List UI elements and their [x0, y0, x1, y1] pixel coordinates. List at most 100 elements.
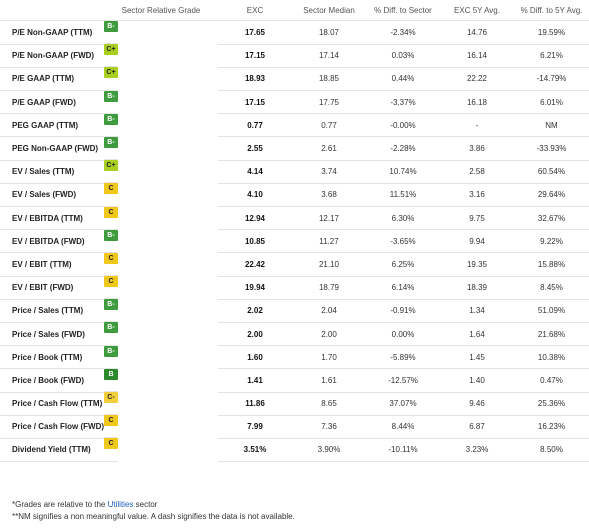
table-row: P/E Non-GAAP (FWD) C+ 17.15 17.14 0.03% 16.14…	[0, 44, 589, 68]
grades-footnote: *Grades are relative to the Utilities se…	[12, 499, 295, 511]
table-row: PEG GAAP (TTM) B-0.77 0.77 -0.00% - NM	[0, 113, 589, 138]
header-sector-grade: Sector Relative Grade	[104, 0, 218, 21]
grade-cell: C	[104, 206, 118, 230]
diff-sector-value: 37.07%	[366, 392, 440, 416]
metric-label: Price / Sales (FWD)	[0, 322, 104, 347]
diff-5y-value: 60.54%	[514, 160, 589, 184]
diff-5y-value: 21.68%	[514, 322, 589, 347]
metric-label: Price / Cash Flow (FWD)	[0, 415, 104, 439]
exc-value: 18.93	[218, 67, 292, 92]
grade-cell: B-	[104, 21, 118, 45]
diff-5y-value: -14.79%	[514, 67, 589, 92]
exc-5y-avg-value: 9.94	[440, 229, 514, 254]
utilities-sector-link[interactable]: Utilities	[107, 500, 134, 509]
table-row: Price / Book (FWD) B 1.41 1.61 -12.57% 1.40 0.…	[0, 368, 589, 393]
grade-badge: C+	[104, 67, 118, 79]
header-exc: EXC	[218, 0, 292, 21]
table-header-row: Sector Relative Grade EXC Sector Median …	[0, 0, 589, 21]
table-row: EV / Sales (FWD) C 4.10 3.68 11.51% 3.16 29.64…	[0, 183, 589, 208]
sector-median-value: 7.36	[292, 415, 366, 439]
metric-label: PEG GAAP (TTM)	[0, 113, 104, 138]
sector-median-value: 17.75	[292, 90, 366, 115]
grade-badge: C	[104, 415, 118, 427]
header-metric	[0, 0, 104, 21]
diff-sector-value: 6.30%	[366, 206, 440, 231]
metric-label: EV / Sales (TTM)	[0, 160, 104, 184]
exc-value: 11.86	[218, 392, 292, 416]
diff-sector-value: 10.74%	[366, 160, 440, 184]
metric-label: EV / EBITDA (FWD)	[0, 229, 104, 254]
sector-median-value: 18.07	[292, 20, 366, 45]
metric-label: Dividend Yield (TTM)	[0, 438, 104, 463]
metric-label: EV / EBIT (TTM)	[0, 252, 104, 277]
grade-cell: B-	[104, 299, 118, 323]
table-row: Price / Sales (TTM) B- 2.02 2.04 -0.91% 1.34 5…	[0, 299, 589, 323]
diff-sector-value: 0.00%	[366, 322, 440, 347]
grade-badge: B-	[104, 21, 118, 32]
grade-cell: C+	[104, 67, 118, 91]
exc-value: 2.02	[218, 299, 292, 323]
metric-label: P/E GAAP (FWD)	[0, 90, 104, 115]
sector-median-value: 11.27	[292, 229, 366, 254]
exc-value: 17.15	[218, 44, 292, 68]
exc-5y-avg-value: 18.39	[440, 276, 514, 300]
diff-sector-value: -2.34%	[366, 20, 440, 45]
exc-5y-avg-value: 1.34	[440, 299, 514, 323]
diff-5y-value: 8.45%	[514, 276, 589, 300]
diff-5y-value: 15.88%	[514, 252, 589, 277]
sector-median-value: 3.68	[292, 183, 366, 208]
table-row: Dividend Yield (TTM) C 3.51% 3.90% -10.11% 3.…	[0, 438, 589, 463]
exc-value: 17.15	[218, 90, 292, 115]
sector-median-value: 21.10	[292, 252, 366, 277]
grade-badge: C+	[104, 160, 118, 172]
exc-5y-avg-value: 3.23%	[440, 438, 514, 463]
table-row: Price / Sales (FWD) B-2.00 2.00 0.00% 1.64 21…	[0, 322, 589, 347]
metric-label: Price / Book (TTM)	[0, 345, 104, 370]
grade-badge: B-	[104, 113, 118, 125]
grade-cell: B-	[104, 90, 118, 114]
diff-5y-value: 0.47%	[514, 368, 589, 393]
table-row: EV / EBITDA (TTM) C 12.94 12.17 6.30% 9.75 32.…	[0, 206, 589, 231]
grade-badge: C	[104, 206, 118, 218]
exc-5y-avg-value: 2.58	[440, 160, 514, 184]
grade-badge: C	[104, 252, 118, 264]
sector-median-value: 3.90%	[292, 438, 366, 463]
diff-sector-value: -10.11%	[366, 438, 440, 463]
exc-value: 4.14	[218, 160, 292, 184]
table-row: EV / EBIT (FWD) C 19.94 18.79 6.14% 18.39 8.45…	[0, 276, 589, 300]
metric-label: P/E Non-GAAP (FWD)	[0, 44, 104, 68]
grade-badge: C-	[104, 392, 118, 403]
sector-median-value: 8.65	[292, 392, 366, 416]
sector-median-value: 18.79	[292, 276, 366, 300]
sector-median-value: 3.74	[292, 160, 366, 184]
exc-5y-avg-value: 3.16	[440, 183, 514, 208]
header-exc-5y-avg: EXC 5Y Avg.	[440, 0, 514, 21]
exc-5y-avg-value: 1.40	[440, 368, 514, 393]
diff-sector-value: 0.44%	[366, 67, 440, 92]
diff-5y-value: 8.50%	[514, 438, 589, 463]
diff-sector-value: -12.57%	[366, 368, 440, 393]
grade-cell: C	[104, 415, 118, 439]
diff-sector-value: 0.03%	[366, 44, 440, 68]
exc-5y-avg-value: 16.18	[440, 90, 514, 115]
metric-label: EV / Sales (FWD)	[0, 183, 104, 208]
diff-sector-value: -0.00%	[366, 113, 440, 138]
exc-value: 22.42	[218, 252, 292, 277]
metric-label: PEG Non-GAAP (FWD)	[0, 136, 104, 161]
table-row: EV / EBITDA (FWD) B- 10.85 11.27 -3.65% 9.94 9…	[0, 229, 589, 254]
diff-sector-value: 11.51%	[366, 183, 440, 208]
metric-label: Price / Sales (TTM)	[0, 299, 104, 323]
exc-value: 19.94	[218, 276, 292, 300]
exc-5y-avg-value: -	[440, 113, 514, 138]
sector-median-value: 1.61	[292, 368, 366, 393]
table-row: Price / Book (TTM) B- 1.60 1.70 -5.89% 1.45 10…	[0, 345, 589, 370]
exc-value: 17.65	[218, 20, 292, 45]
diff-5y-value: 29.64%	[514, 183, 589, 208]
grade-cell: B-	[104, 345, 118, 369]
exc-5y-avg-value: 16.14	[440, 44, 514, 68]
diff-sector-value: 8.44%	[366, 415, 440, 439]
table-row: PEG Non-GAAP (FWD) B- 2.55 2.61 -2.28% 3.86 -3…	[0, 136, 589, 161]
grade-badge: B-	[104, 322, 118, 334]
exc-value: 4.10	[218, 183, 292, 208]
diff-5y-value: NM	[514, 113, 589, 138]
